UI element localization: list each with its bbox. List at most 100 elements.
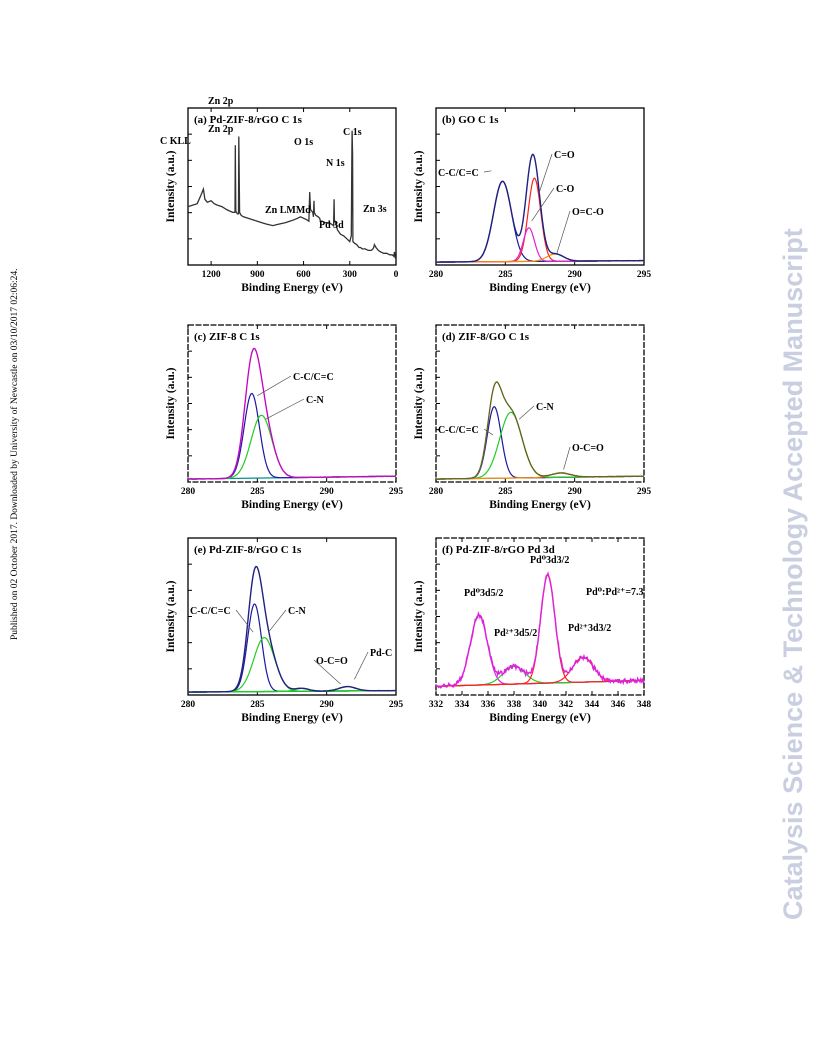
peak-annotation: N 1s <box>326 158 345 169</box>
raw-data-line <box>435 153 645 264</box>
spectrum-line <box>187 130 396 259</box>
annotation-pointer <box>313 659 341 685</box>
peak-annotation: Zn 2p <box>208 124 234 135</box>
x-tick-label: 290 <box>320 700 335 710</box>
peak-annotation: C-N <box>306 395 325 406</box>
panel-b: 280 285 290 295 (b) GO C 1s Binding Energy (e… <box>413 107 652 294</box>
peak-annotation: Pd⁰3d5/2 <box>464 588 503 599</box>
peak-annotation: C-O <box>556 184 575 195</box>
x-axis-label: Binding Energy (eV) <box>489 282 591 294</box>
peak-annotation: Pd²⁺3d5/2 <box>494 628 537 639</box>
x-tick-label: 334 <box>455 700 470 710</box>
peak-annotation: C-C/C=C <box>293 372 334 383</box>
annotation-pointer <box>556 210 571 255</box>
x-tick-label: 285 <box>250 700 265 710</box>
panel-title: (f) Pd-ZIF-8/rGO Pd 3d <box>442 544 555 556</box>
envelope-line <box>188 565 396 693</box>
peak-annotation: Pd²⁺3d3/2 <box>568 623 611 634</box>
raw-data-line <box>435 381 645 480</box>
peak-annotation: Pd 3d <box>319 220 344 231</box>
x-tick-label: 600 <box>296 270 311 280</box>
x-tick-label: 280 <box>429 487 444 497</box>
x-tick-label: 0 <box>394 270 399 280</box>
fit-component <box>188 603 396 693</box>
x-tick-label: 295 <box>637 487 652 497</box>
y-axis-label: Intensity (a.u.) <box>165 367 177 439</box>
x-tick-label: 290 <box>568 270 583 280</box>
x-tick-label: 344 <box>585 700 600 710</box>
annotation-pointer <box>538 153 553 195</box>
panel-a: 1200 900 600 300 0 (a) Pd-ZIF-8/rGO C 1s Bindi… <box>160 96 399 294</box>
y-axis-label: Intensity (a.u.) <box>165 150 177 222</box>
x-tick-label: 295 <box>637 270 652 280</box>
panel-c: 280 285 290 295 (c) ZIF-8 C 1s Binding Energy… <box>165 324 404 511</box>
peak-annotation: Zn LMMd <box>265 205 311 216</box>
peak-annotation: C-C/C=C <box>438 425 479 436</box>
x-tick-label: 285 <box>498 270 513 280</box>
fit-component <box>436 411 644 480</box>
plot-frame <box>435 324 645 483</box>
x-axis-label: Binding Energy (eV) <box>489 499 591 511</box>
x-tick-label: 338 <box>507 700 522 710</box>
x-tick-label: 295 <box>389 487 404 497</box>
peak-annotation: Pd⁰:Pd²⁺=7.3 <box>586 587 644 598</box>
raw-data-line <box>187 347 397 481</box>
panel-title: (b) GO C 1s <box>442 114 499 126</box>
fit-component <box>436 406 644 480</box>
x-tick-label: 336 <box>481 700 496 710</box>
x-tick-label: 340 <box>533 700 548 710</box>
raw-data-line <box>187 566 397 693</box>
peak-annotation: C=O <box>554 150 575 161</box>
y-axis-label: Intensity (a.u.) <box>165 580 177 652</box>
panel-title: (a) Pd-ZIF-8/rGO C 1s <box>194 114 303 126</box>
x-axis-label: Binding Energy (eV) <box>241 712 343 724</box>
panel-e: 280 285 290 295 (e) Pd-ZIF-8/rGO C 1s Binding… <box>165 537 404 724</box>
fit-component <box>436 227 644 263</box>
envelope-line <box>188 347 396 480</box>
peak-annotation: C-C/C=C <box>438 168 479 179</box>
peak-annotation: C-N <box>288 606 307 617</box>
x-tick-label: 348 <box>637 700 652 710</box>
x-tick-label: 290 <box>320 487 335 497</box>
x-axis-label: Binding Energy (eV) <box>489 712 591 724</box>
plot-frame <box>435 107 645 266</box>
annotation-pointer <box>235 609 254 633</box>
x-tick-label: 295 <box>389 700 404 710</box>
x-axis-label: Binding Energy (eV) <box>241 499 343 511</box>
y-axis-label: Intensity (a.u.) <box>413 150 425 222</box>
x-tick-label: 285 <box>498 487 513 497</box>
x-tick-label: 900 <box>250 270 265 280</box>
annotation-pointer <box>483 170 492 173</box>
fit-component <box>188 636 396 693</box>
x-tick-label: 346 <box>611 700 626 710</box>
peak-annotation: C 1s <box>343 127 362 138</box>
peak-annotation: Zn 2p <box>208 96 234 107</box>
x-tick-label: 342 <box>559 700 574 710</box>
x-tick-label: 290 <box>568 487 583 497</box>
peak-annotation: O=C-O <box>572 207 604 218</box>
peak-annotation: Pd-C <box>370 648 392 659</box>
envelope-line <box>435 571 645 689</box>
annotation-pointer <box>563 446 571 470</box>
x-tick-label: 280 <box>181 487 196 497</box>
panel-f: 332 334 336 338 340 342 344 346 348 (f) Pd-ZIF-8/… <box>413 537 652 724</box>
annotation-pointer <box>518 405 535 420</box>
x-tick-label: 300 <box>343 270 358 280</box>
peak-annotation: O-C=O <box>316 656 348 667</box>
peak-annotation: Pd⁰3d3/2 <box>530 555 569 566</box>
y-axis-label: Intensity (a.u.) <box>413 367 425 439</box>
annotation-pointer <box>268 609 287 633</box>
peak-annotation: C-N <box>536 402 555 413</box>
peak-annotation: C-C/C=C <box>190 606 231 617</box>
peak-annotation: C KLL <box>160 136 191 147</box>
annotation-pointer <box>257 375 292 396</box>
y-axis-label: Intensity (a.u.) <box>413 580 425 652</box>
annotation-pointer <box>265 398 305 420</box>
x-tick-label: 280 <box>429 270 444 280</box>
panel-title: (e) Pd-ZIF-8/rGO C 1s <box>194 544 302 556</box>
panel-d: 280 285 290 295 (d) ZIF-8/GO C 1s Binding Ene… <box>413 324 652 511</box>
x-tick-label: 1200 <box>202 270 221 280</box>
x-tick-label: 280 <box>181 700 196 710</box>
x-axis-label: Binding Energy (eV) <box>241 282 343 294</box>
